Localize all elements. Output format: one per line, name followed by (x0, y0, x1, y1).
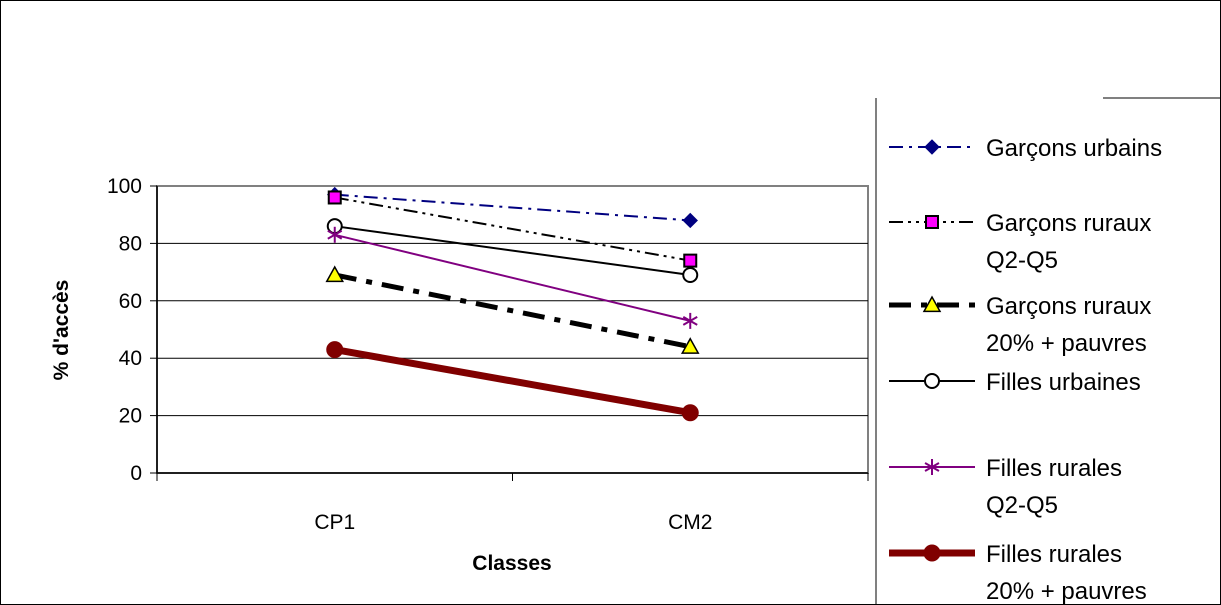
legend-label: Garçons ruraux (986, 210, 1151, 237)
legend-item: Filles rurales Q2-Q5 (889, 455, 1122, 519)
legend-label: Garçons urbains (986, 135, 1162, 162)
legend-item: Garçons urbains (889, 135, 1162, 162)
legend-label: Filles urbaines (986, 369, 1141, 396)
x-tick-label: CM2 (668, 511, 712, 534)
series-line (334, 193, 691, 222)
data-point (326, 341, 344, 359)
data-point (327, 190, 342, 205)
series-group (326, 341, 699, 422)
series-line (334, 225, 691, 276)
y-tick-label: 20 (119, 405, 142, 428)
legend-label: 20% + pauvres (986, 330, 1147, 357)
series-group (327, 186, 698, 229)
legend-item: Filles urbaines (889, 369, 1141, 396)
data-point (924, 373, 940, 389)
series-line (334, 196, 691, 262)
series-line (334, 233, 691, 322)
legend-label: Filles rurales (986, 455, 1122, 482)
data-point (680, 337, 700, 354)
data-point (682, 212, 698, 229)
data-point (923, 544, 941, 562)
series-group (326, 218, 699, 283)
y-tick-label: 40 (119, 347, 142, 370)
series (325, 186, 700, 422)
data-point (925, 215, 939, 229)
legend-label: Q2-Q5 (986, 492, 1058, 519)
legend-item: Filles rurales 20% + pauvres (889, 541, 1147, 605)
data-point (682, 266, 699, 283)
y-tick-label: 0 (130, 462, 142, 485)
legend-item: Garçons ruraux Q2-Q5 (889, 210, 1151, 274)
data-point (682, 312, 698, 329)
legend-item: Garçons ruraux 20% + pauvres (889, 293, 1151, 357)
y-axis-title: % d'accès (50, 280, 73, 381)
legend-label: Q2-Q5 (986, 247, 1058, 274)
series-group (325, 265, 700, 354)
data-point (325, 265, 345, 283)
y-tick-label: 80 (119, 232, 142, 255)
y-tick-label: 60 (119, 290, 142, 313)
legend-label: 20% + pauvres (986, 578, 1147, 605)
y-tick-label: 100 (107, 175, 142, 198)
data-point (327, 226, 343, 243)
data-point (924, 139, 940, 155)
series-line (334, 346, 691, 417)
legend-label: Filles rurales (986, 541, 1122, 568)
data-point (683, 253, 698, 268)
series-group (327, 226, 698, 329)
axes: 0 20 40 60 80 100 CP1 CM2 (107, 175, 869, 534)
data-point (922, 295, 942, 313)
data-point (681, 404, 699, 422)
series-line (334, 272, 691, 350)
data-point (924, 459, 940, 475)
x-tick-label: CP1 (314, 511, 355, 534)
x-axis-title: Classes (472, 552, 551, 575)
series-group (327, 190, 698, 268)
legend-label: Garçons ruraux (986, 293, 1151, 320)
